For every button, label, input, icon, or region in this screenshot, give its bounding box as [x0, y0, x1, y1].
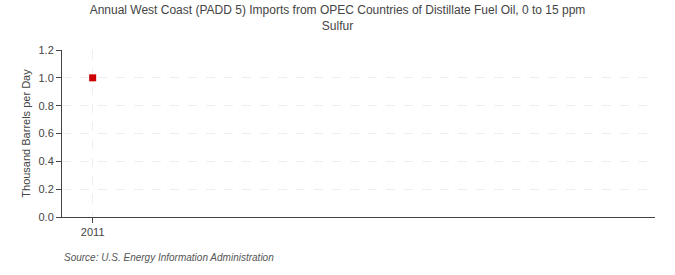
svg-text:Annual West Coast (PADD 5) Imp: Annual West Coast (PADD 5) Imports from …	[90, 3, 586, 33]
svg-text:0.2: 0.2	[39, 183, 54, 195]
svg-text:0.0: 0.0	[39, 211, 54, 223]
svg-text:Thousand Barrels per Day: Thousand Barrels per Day	[20, 69, 32, 198]
svg-text:1.2: 1.2	[39, 44, 54, 56]
svg-text:0.8: 0.8	[39, 100, 54, 112]
svg-text:2011: 2011	[81, 226, 105, 238]
svg-text:1.0: 1.0	[39, 72, 54, 84]
svg-text:Source: U.S. Energy Informatio: Source: U.S. Energy Information Administ…	[64, 252, 274, 263]
svg-text:0.4: 0.4	[39, 155, 54, 167]
svg-text:0.6: 0.6	[39, 127, 54, 139]
